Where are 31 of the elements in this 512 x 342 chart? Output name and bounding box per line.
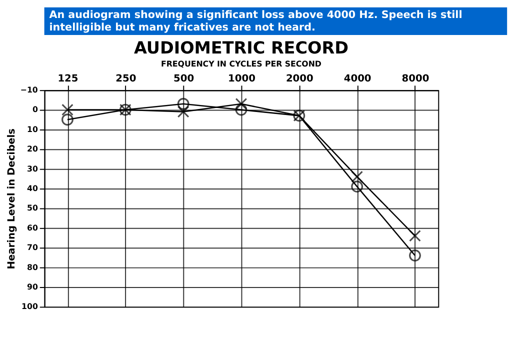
- point: [409, 230, 421, 242]
- point: [351, 180, 364, 193]
- y-tick-label: 10: [26, 124, 38, 134]
- chart-subtitle: FREQUENCY IN CYCLES PER SECOND: [161, 59, 322, 68]
- x-tick-label: 2000: [286, 74, 314, 85]
- point: [235, 98, 248, 110]
- y-tick-label: 90: [26, 282, 38, 292]
- point: [235, 104, 248, 116]
- point: [62, 104, 74, 116]
- y-tick-label: 60: [26, 223, 38, 232]
- y-tick-label: 20: [26, 144, 38, 154]
- y-axis-title: Hearing Level in Decibels: [6, 128, 18, 270]
- y-tick-label: 0: [32, 105, 38, 114]
- chart-title: AUDIOMETRIC RECORD: [134, 38, 348, 58]
- x-tick-label: 8000: [402, 74, 430, 85]
- y-tick-label: 50: [26, 204, 38, 213]
- x-tick-label: 500: [174, 74, 194, 85]
- x-tick-label: 1000: [228, 74, 256, 85]
- point: [409, 250, 421, 262]
- x-tick-label: 125: [58, 74, 78, 85]
- y-tick-label: 100: [22, 302, 38, 312]
- x-tick-label: 250: [116, 74, 136, 85]
- point: [62, 114, 74, 126]
- y-tick-label: 70: [26, 243, 38, 252]
- y-tick-label: 80: [26, 262, 38, 272]
- y-tick-label: 40: [26, 184, 38, 194]
- text: An audiogram showing a significant loss above 4000 Hz. Speech is still intelligible but many fricatives are not heard.: [49, 9, 462, 34]
- y-tick-label: −10: [20, 86, 38, 95]
- x-tick-label: 4000: [344, 74, 372, 85]
- y-tick-label: 30: [26, 164, 38, 174]
- point: [351, 170, 364, 183]
